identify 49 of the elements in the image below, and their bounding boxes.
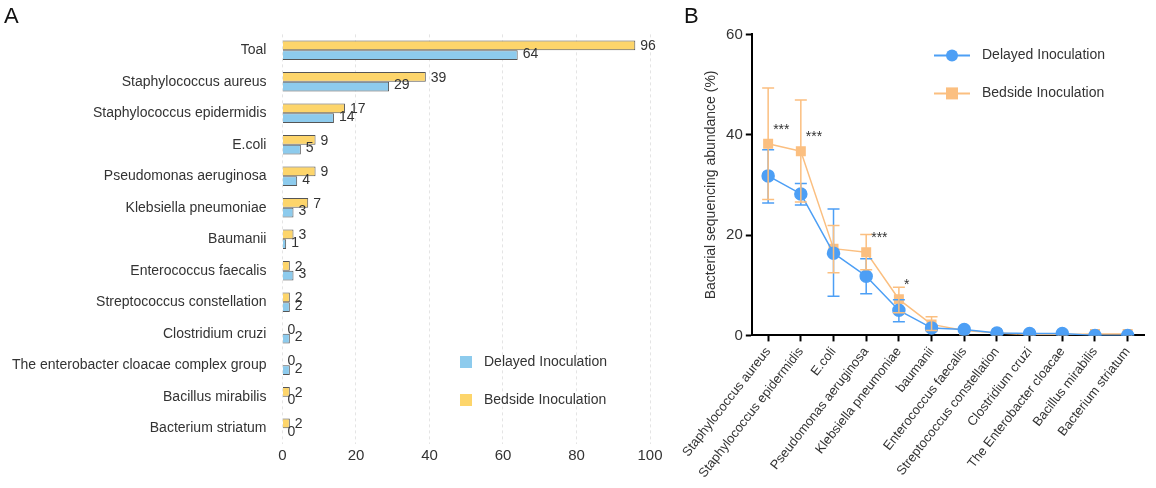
x-tick-label: 0 [278,446,287,464]
y-tick-label: 60 [726,24,743,42]
data-label: 2 [294,359,303,376]
data-label: 9 [320,163,329,180]
y-tick-label: Streptococcus constellation [96,293,267,310]
y-tick-label: 40 [726,124,743,142]
y-tick-label: 0 [734,325,743,343]
y-tick-label: 20 [726,225,743,243]
data-label: *** [805,128,823,145]
x-tick-label: 60 [494,446,512,464]
x-tick-label: 40 [421,446,438,464]
legend-label: Bedside Inoculation [982,84,1105,101]
data-label: * [903,276,910,293]
y-tick-label: Toal [240,41,267,58]
y-tick-label: Klebsiella pneumoniae [125,198,267,215]
y-tick-label: Staphylococcus epidermidis [92,104,267,121]
y-tick-label: The enterobacter cloacae complex group [12,356,267,373]
data-label: 64 [522,44,539,61]
data-label: 2 [294,383,303,400]
data-label: 7 [313,194,322,211]
y-tick-label: Clostridium cruzi [163,324,267,341]
x-tick-label: 80 [568,446,585,464]
y-tick-label: E.coli [232,135,267,152]
data-label: 0 [287,320,296,337]
data-label: 4 [302,170,311,187]
data-label: 5 [305,139,314,156]
data-label: 96 [640,37,657,54]
legend-label: Delayed Inoculation [982,46,1105,63]
y-tick-label: Baumanii [208,230,267,247]
data-label: *** [871,229,889,245]
data-label: 29 [394,76,410,93]
data-label: 1 [291,233,300,250]
data-label: 2 [294,415,303,432]
data-label: 2 [294,328,303,345]
text: A [4,3,19,29]
y-tick-label: Staphylococcus aureus [121,72,267,89]
data-label: 3 [298,202,307,219]
x-tick-label: 20 [347,446,365,464]
y-axis-title: Bacterial sequencing abundance (%) [701,70,718,300]
x-tick-label: 100 [637,446,663,464]
legend-label: Delayed Inoculation [484,352,607,369]
data-label: 3 [298,226,307,243]
data-label: *** [773,120,791,137]
chart-title: B [684,3,699,29]
y-tick-label: Pseudomonas aeruginosa [103,167,267,184]
y-tick-label: Enterococcus faecalis [130,261,267,278]
data-label: 39 [430,68,447,85]
data-label: 9 [320,131,329,148]
legend-label: Bedside Inoculation [484,390,607,407]
